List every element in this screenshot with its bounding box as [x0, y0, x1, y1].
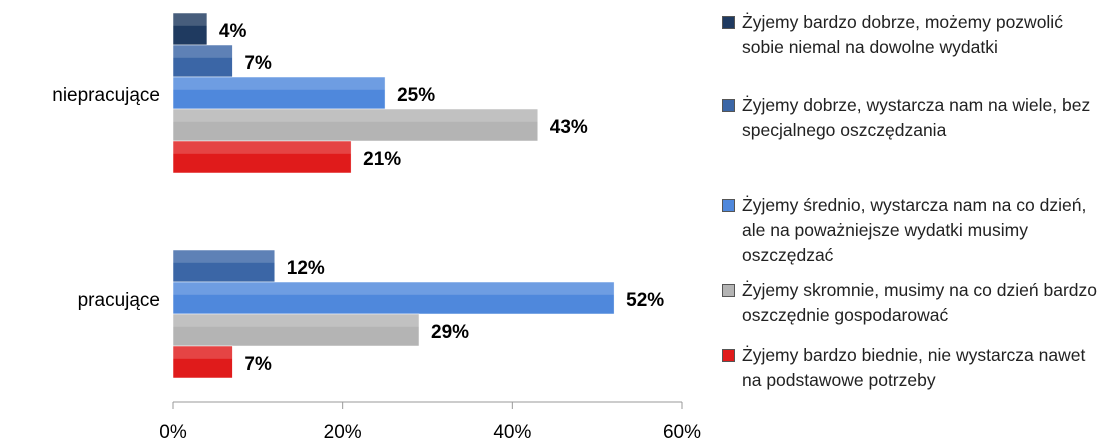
x-tick-label: 40%: [493, 422, 531, 443]
legend-label: Żyjemy dobrze, wystarcza nam na wiele, b…: [742, 95, 1091, 140]
value-label: 29%: [431, 322, 469, 343]
bar: [172, 281, 615, 315]
legend-item: Żyjemy dobrze, wystarcza nam na wiele, b…: [722, 93, 1107, 143]
bar: [172, 313, 420, 347]
legend-item: Żyjemy bardzo biednie, nie wystarcza naw…: [722, 343, 1107, 393]
category-label: niepracujące: [52, 85, 160, 106]
bar: [172, 140, 352, 174]
legend-item: Żyjemy bardzo dobrze, możemy pozwolić so…: [722, 10, 1107, 60]
bar-shine: [173, 250, 275, 263]
legend-item: Żyjemy skromnie, musimy na co dzień bard…: [722, 278, 1107, 328]
bar-shine: [173, 141, 352, 154]
value-label: 7%: [244, 53, 272, 74]
bar-shine: [173, 109, 538, 122]
bar-shine: [173, 77, 386, 90]
legend-swatch: [722, 199, 735, 212]
bar: [172, 345, 233, 379]
legend-swatch: [722, 16, 735, 29]
x-tick-label: 20%: [324, 422, 362, 443]
value-label: 21%: [363, 149, 401, 170]
legend-swatch: [722, 284, 735, 297]
legend-swatch: [722, 99, 735, 112]
bar-shine: [173, 282, 615, 295]
bar: [172, 44, 233, 78]
x-tick-label: 60%: [663, 422, 701, 443]
value-label: 12%: [287, 258, 325, 279]
x-tick-label: 0%: [159, 422, 187, 443]
bar-shine: [173, 45, 233, 58]
legend-label: Żyjemy bardzo biednie, nie wystarcza naw…: [742, 345, 1086, 390]
category-label: pracujące: [78, 290, 160, 311]
legend-label: Żyjemy skromnie, musimy na co dzień bard…: [742, 280, 1097, 325]
bar-shine: [173, 346, 233, 359]
bar: [172, 108, 539, 142]
value-label: 7%: [244, 354, 272, 375]
bar: [172, 76, 386, 110]
bar: [172, 249, 276, 283]
value-label: 52%: [626, 290, 664, 311]
legend-item: Żyjemy średnio, wystarcza nam na co dzie…: [722, 193, 1107, 268]
legend-label: Żyjemy średnio, wystarcza nam na co dzie…: [742, 195, 1087, 265]
value-label: 25%: [397, 85, 435, 106]
value-label: 4%: [219, 21, 247, 42]
bar-shine: [173, 13, 207, 26]
bar-shine: [173, 314, 420, 327]
legend-swatch: [722, 349, 735, 362]
legend-label: Żyjemy bardzo dobrze, możemy pozwolić so…: [742, 12, 1063, 57]
value-label: 43%: [550, 117, 588, 138]
